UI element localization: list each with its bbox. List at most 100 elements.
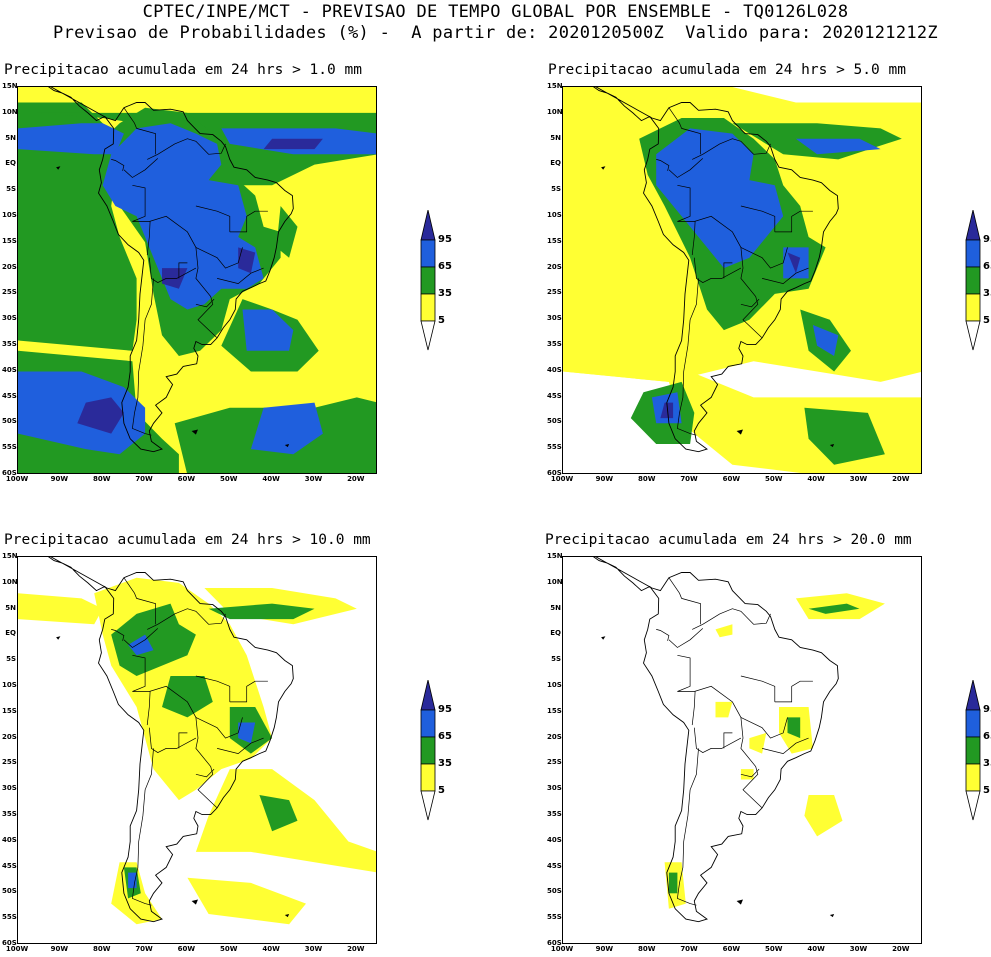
country-border [740, 205, 776, 232]
colorbar-segment-green [420, 266, 436, 295]
lat-tick-label: 60S [2, 469, 17, 477]
lat-tick-label: 30S [547, 314, 562, 323]
lat-tick-label: 10N [2, 107, 18, 116]
lat-tick-label: 30S [547, 784, 562, 793]
panel-title-1mm: Precipitacao acumulada em 24 hrs > 1.0 m… [4, 62, 362, 78]
probability-area-navy [660, 402, 674, 419]
country-border [123, 628, 159, 648]
lat-tick-label: 10S [2, 681, 17, 689]
lon-tick-label: 60W [177, 945, 196, 953]
lon-tick-label: 60W [722, 475, 741, 483]
lat-tick-label: 30S [2, 314, 17, 323]
colorbar-label: 5 [438, 315, 445, 326]
colorbar [420, 680, 436, 821]
lon-tick-label: 50W [765, 475, 783, 483]
country-border [692, 608, 771, 630]
lon-tick-label: 40W [262, 945, 280, 953]
lon-tick-label: 30W [849, 945, 868, 953]
country-border [178, 732, 188, 749]
probability-area-blue [18, 123, 124, 155]
country-border [740, 768, 760, 778]
lat-tick-label: 5S [6, 185, 16, 194]
colorbar-segment-blue [420, 709, 436, 738]
map-svg [563, 87, 921, 473]
lat-tick-label: 5S [551, 185, 561, 194]
country-border [762, 737, 809, 754]
colorbar-segment-yellow [420, 293, 436, 322]
colorbar-label: 95 [983, 234, 991, 245]
lat-tick-label: 40S [2, 835, 17, 844]
country-border [148, 257, 197, 284]
country-border [691, 691, 696, 726]
country-border [217, 267, 264, 284]
lat-tick-label: 40S [547, 835, 562, 844]
country-border [740, 717, 788, 739]
island [601, 166, 606, 170]
colorbar [420, 210, 436, 351]
country-border [723, 262, 733, 279]
colorbar-segment-green [420, 736, 436, 765]
country-border [195, 298, 215, 308]
country-border [668, 577, 701, 625]
country-border [132, 748, 154, 906]
country-border [656, 629, 670, 641]
lon-tick-label: 40W [262, 475, 280, 483]
map-panel-5mm [562, 86, 922, 474]
colorbar-segment-white [420, 790, 436, 821]
lat-tick-label: 45S [547, 861, 562, 870]
colorbar-segment-blue [420, 239, 436, 268]
lon-tick-label: 60W [722, 945, 741, 953]
lon-tick-label: 100W [5, 475, 29, 483]
country-border [723, 732, 733, 749]
map-svg [18, 87, 376, 473]
country-border [656, 159, 670, 171]
lon-tick-label: 100W [5, 945, 29, 953]
lat-tick-label: EQ [5, 159, 16, 168]
colorbar-segment-white [420, 320, 436, 351]
country-border [123, 107, 156, 155]
country-border [178, 262, 188, 279]
lat-tick-label: 50S [547, 887, 562, 896]
lon-tick-label: 20W [892, 475, 910, 483]
lat-tick-label: 40S [2, 365, 17, 374]
probability-area-green [668, 872, 678, 894]
lat-tick-label: 15S [547, 236, 562, 245]
island [829, 444, 835, 448]
lon-tick-label: 20W [892, 945, 910, 953]
country-border [740, 247, 788, 269]
coastline [48, 87, 294, 453]
lon-tick-label: 40W [807, 475, 825, 483]
lat-tick-label: EQ [550, 629, 561, 638]
probability-area-green [162, 676, 213, 718]
map-panel-10mm [17, 556, 377, 944]
country-border [146, 691, 151, 726]
country-border [693, 257, 742, 284]
country-border [146, 221, 151, 256]
lat-tick-label: 45S [2, 391, 17, 400]
probability-area-navy [238, 247, 256, 274]
probability-area-blue [102, 123, 264, 310]
lat-tick-label: 5N [550, 133, 561, 142]
lat-tick-label: 10N [2, 577, 18, 586]
island [284, 444, 290, 448]
probability-area-navy [77, 397, 124, 434]
lat-tick-label: 45S [2, 861, 17, 870]
probability-area-yellow [740, 769, 754, 780]
coastline [593, 557, 839, 923]
country-border [111, 159, 125, 171]
lat-tick-label: 60S [547, 469, 562, 477]
lon-tick-label: 70W [135, 945, 153, 953]
map-panel-1mm [17, 86, 377, 474]
colorbar-segment-green [965, 736, 981, 765]
lat-tick-label: 50S [2, 887, 17, 896]
probability-area-blue [656, 128, 784, 269]
lat-tick-label: 15N [547, 82, 563, 90]
lon-tick-label: 30W [304, 475, 323, 483]
country-border [691, 221, 696, 256]
lon-tick-label: 50W [220, 475, 238, 483]
island [284, 914, 290, 918]
lon-tick-label: 80W [637, 945, 656, 953]
lon-tick-label: 20W [347, 945, 365, 953]
header-line-1: CPTEC/INPE/MCT - PREVISAO DE TEMPO GLOBA… [142, 2, 849, 22]
colorbar-label: 95 [438, 234, 452, 245]
